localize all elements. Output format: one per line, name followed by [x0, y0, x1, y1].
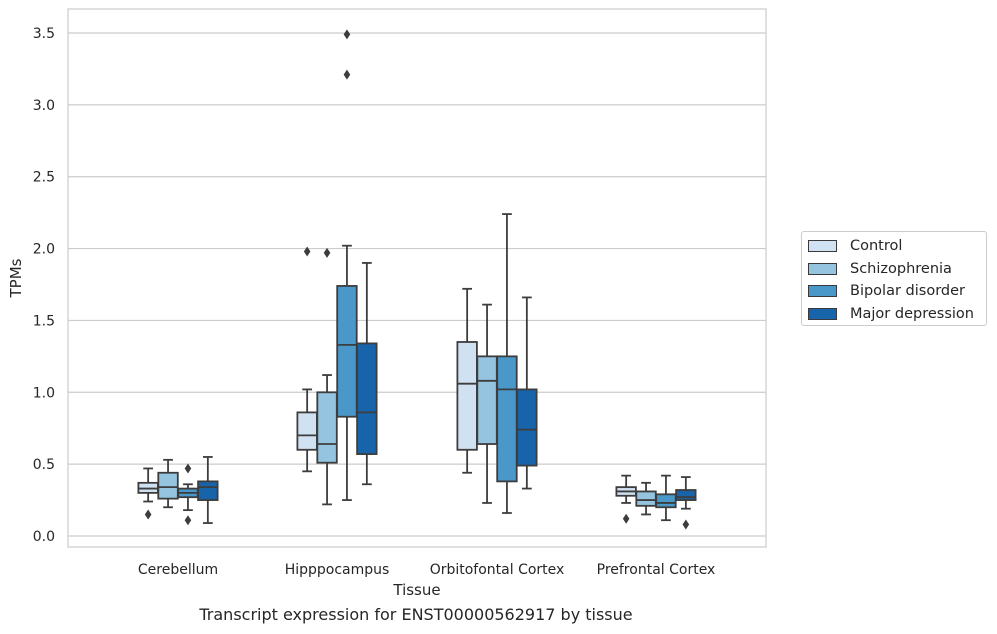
y-tick-label: 2.0: [33, 242, 55, 258]
box-iqr: [157, 471, 179, 500]
outlier-point: [144, 509, 152, 520]
box-schizophrenia: [635, 481, 657, 516]
legend-label: Control: [850, 238, 903, 255]
outlier-point: [184, 515, 192, 526]
box-major-depression: [356, 262, 378, 486]
outlier-point: [682, 519, 690, 530]
box-major-depression: [675, 476, 697, 530]
y-tick-label: 0.0: [33, 529, 55, 545]
box-iqr: [356, 342, 378, 455]
legend-item: Schizophrenia: [808, 258, 986, 281]
legend-item: Control: [808, 235, 986, 258]
box-iqr: [496, 355, 518, 483]
outlier-point: [303, 246, 311, 257]
x-tick-label: Cerebellum: [138, 562, 218, 578]
outlier-point: [323, 247, 331, 258]
figure-caption: Transcript expression for ENST0000056291…: [199, 605, 633, 624]
x-axis-ticks: Cerebellum Hipppocampus Orbitofontal Corte…: [138, 562, 715, 578]
outlier-point: [343, 69, 351, 80]
y-tick-label: 2.5: [33, 170, 55, 186]
y-tick-label: 1.5: [33, 313, 55, 329]
outlier-point: [622, 513, 630, 524]
box-iqr: [296, 411, 318, 451]
legend-item: Bipolar disorder: [808, 280, 986, 303]
box-iqr: [336, 285, 358, 418]
outlier-point: [184, 463, 192, 474]
legend-label: Major depression: [850, 305, 974, 322]
box-control: [456, 287, 478, 474]
legend-swatch: [808, 307, 837, 320]
box-iqr: [476, 355, 498, 445]
legend-swatch: [808, 285, 837, 298]
y-tick-label: 3.0: [33, 98, 55, 114]
x-tick-label: Hipppocampus: [285, 562, 390, 578]
box-control: [296, 246, 318, 473]
box-major-depression: [516, 296, 538, 490]
y-axis-label: TPMs: [7, 258, 25, 298]
box-major-depression: [197, 456, 219, 524]
box-iqr: [456, 341, 478, 451]
plot-area: [67, 8, 767, 548]
y-axis-ticks: 0.0 0.5 1.0 1.5 2.0 2.5 3.0 3.5: [33, 26, 55, 545]
y-gridlines: [68, 32, 766, 537]
x-axis-label: Tissue: [392, 581, 440, 599]
x-tick-label: Prefrontal Cortex: [597, 562, 716, 578]
x-tick-label: Orbitofontal Cortex: [430, 562, 565, 578]
legend-item: Major depression: [808, 303, 986, 326]
legend-swatch: [808, 262, 837, 275]
legend-label: Bipolar disorder: [850, 283, 965, 300]
box-schizophrenia: [157, 458, 179, 509]
y-tick-label: 0.5: [33, 457, 55, 473]
y-tick-label: 1.0: [33, 385, 55, 401]
box-iqr: [635, 490, 657, 507]
box-schizophrenia: [316, 247, 338, 506]
box-iqr: [675, 489, 697, 501]
box-schizophrenia: [476, 303, 498, 504]
box-iqr: [316, 391, 338, 464]
y-tick-label: 3.5: [33, 26, 55, 42]
outlier-point: [343, 29, 351, 40]
box-iqr: [655, 493, 677, 509]
box-iqr: [197, 480, 219, 501]
box-iqr: [516, 388, 538, 467]
legend-swatch: [808, 240, 837, 253]
box-groups: [137, 29, 697, 530]
box-bipolar-disorder: [496, 213, 518, 514]
legend: Control Schizophrenia Bipolar disorder Majo…: [801, 231, 987, 326]
legend-label: Schizophrenia: [850, 260, 952, 277]
